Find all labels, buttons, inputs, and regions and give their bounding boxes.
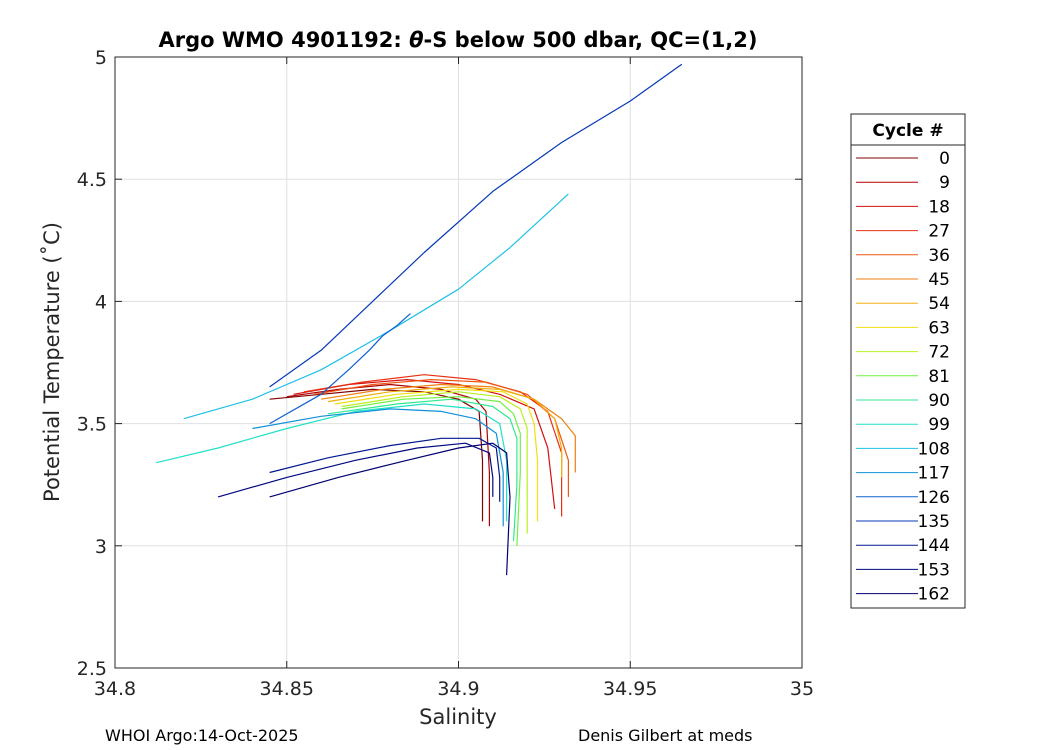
series-line-9 xyxy=(341,396,521,546)
y-tick-label: 3.5 xyxy=(77,414,107,436)
series-line-2 xyxy=(293,379,556,510)
chart-title-theta: θ xyxy=(409,28,423,52)
y-tick-label: 5 xyxy=(95,47,107,69)
series-line-15 xyxy=(269,63,683,388)
chart-title-suffix: -S below 500 dbar, QC=(1,2) xyxy=(424,28,758,52)
legend-label-27: 27 xyxy=(928,222,950,242)
series-line-10 xyxy=(327,398,518,541)
legend-entries: 0 9 18 27 36 45 54 63 72 81 90 99 108 117 126 135 144 153… xyxy=(856,149,950,605)
legend-title: Cycle # xyxy=(872,121,943,141)
legend-label-99: 99 xyxy=(928,415,950,435)
legend-label-9: 9 xyxy=(939,173,950,193)
x-tick-label: 34.85 xyxy=(260,678,314,700)
series-line-4 xyxy=(314,379,570,497)
chart-title: Argo WMO 4901192: θ-S below 500 dbar, QC… xyxy=(158,28,757,52)
axis-ticks: 34.8 34.85 34.9 34.95 35 2.5 3 3.5 4 4.5 5 xyxy=(77,47,814,700)
legend-label-108: 108 xyxy=(918,439,950,459)
series-line-12 xyxy=(183,193,569,420)
legend-label-18: 18 xyxy=(928,197,950,217)
legend-label-135: 135 xyxy=(918,512,950,532)
legend-label-72: 72 xyxy=(928,343,950,363)
chart-title-prefix: Argo WMO 4901192: xyxy=(158,28,409,52)
series-line-18 xyxy=(269,442,511,576)
legend-label-126: 126 xyxy=(918,488,950,508)
legend-label-117: 117 xyxy=(918,464,950,484)
grid-lines xyxy=(114,56,803,669)
footer-left: WHOI Argo:14-Oct-2025 xyxy=(105,726,299,745)
series-line-11 xyxy=(156,403,508,522)
footer-right: Denis Gilbert at meds xyxy=(578,726,753,745)
legend-label-36: 36 xyxy=(928,246,950,266)
x-tick-label: 35 xyxy=(790,678,814,700)
series-line-17 xyxy=(217,442,494,498)
series-line-6 xyxy=(327,386,563,478)
legend: Cycle # 0 9 18 27 36 45 54 63 72 81 90 99 108 117 126 1… xyxy=(850,113,966,609)
x-tick-label: 34.9 xyxy=(437,678,479,700)
legend-label-144: 144 xyxy=(918,536,950,556)
series-line-14 xyxy=(269,313,411,425)
y-tick-label: 4 xyxy=(95,291,107,313)
y-axis-label: Potential Temperature (˚C) xyxy=(40,222,64,502)
series-line-0 xyxy=(269,388,484,522)
legend-box xyxy=(850,113,966,609)
y-tick-label: 2.5 xyxy=(77,658,107,680)
series-line-8 xyxy=(341,391,528,534)
legend-label-45: 45 xyxy=(928,270,950,290)
legend-label-63: 63 xyxy=(928,318,950,338)
x-tick-label: 34.8 xyxy=(94,678,136,700)
y-tick-label: 4.5 xyxy=(77,169,107,191)
legend-label-54: 54 xyxy=(928,294,950,314)
series-line-16 xyxy=(269,437,501,502)
series-line-7 xyxy=(334,388,539,522)
legend-label-153: 153 xyxy=(918,560,950,580)
x-tick-label: 34.95 xyxy=(603,678,657,700)
series-group xyxy=(156,63,683,576)
legend-label-162: 162 xyxy=(918,585,950,605)
y-tick-label: 3 xyxy=(95,536,107,558)
legend-label-0: 0 xyxy=(939,149,950,169)
legend-label-81: 81 xyxy=(928,367,950,387)
legend-label-90: 90 xyxy=(928,391,950,411)
x-axis-label: Salinity xyxy=(419,705,497,729)
series-line-13 xyxy=(252,408,504,527)
